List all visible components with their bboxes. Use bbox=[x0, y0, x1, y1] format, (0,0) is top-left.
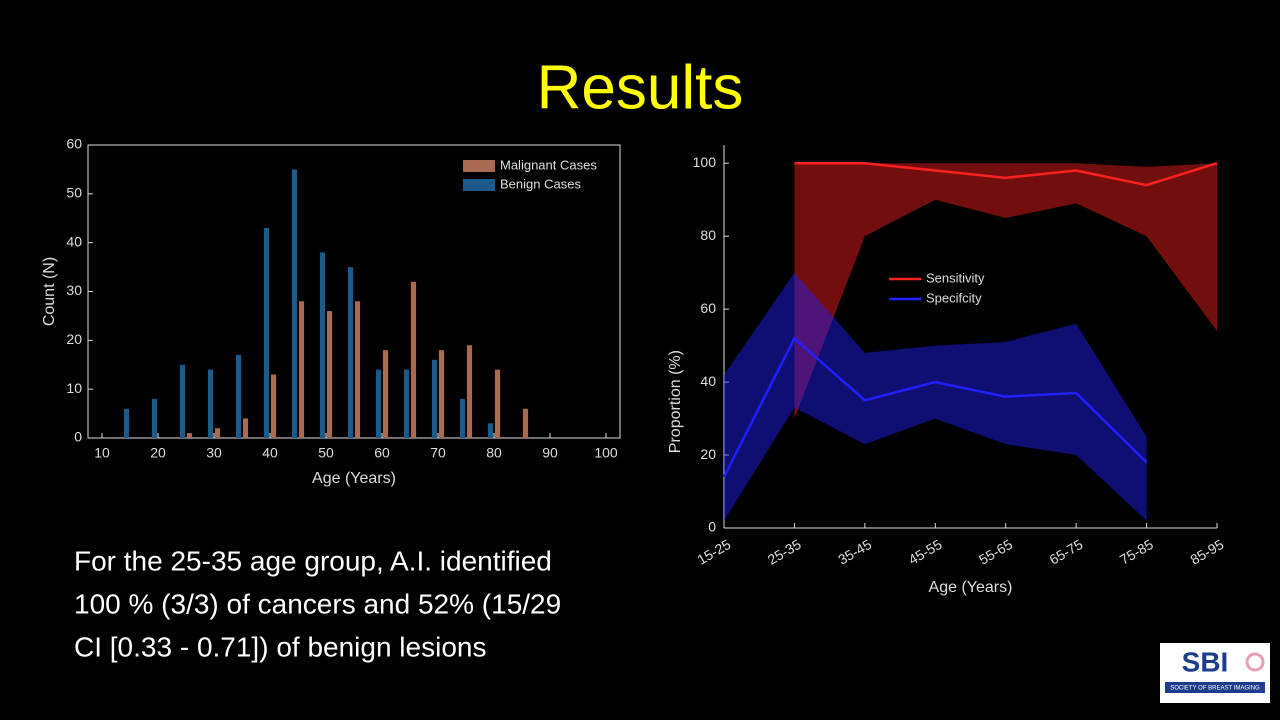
y-tick-label: 10 bbox=[66, 380, 82, 396]
legend-swatch bbox=[463, 160, 495, 172]
bar bbox=[431, 359, 438, 438]
y-tick-label: 30 bbox=[66, 282, 82, 298]
y-tick-label: 20 bbox=[700, 446, 716, 462]
bar bbox=[263, 228, 270, 438]
bar bbox=[298, 301, 305, 438]
y-tick-label: 0 bbox=[74, 429, 82, 445]
bar bbox=[466, 345, 473, 438]
line bbox=[722, 336, 1148, 478]
x-tick-label: 10 bbox=[94, 445, 110, 461]
x-axis-label: Age (Years) bbox=[929, 579, 1013, 596]
bar bbox=[291, 169, 298, 438]
bar bbox=[403, 369, 410, 438]
bar bbox=[270, 374, 277, 438]
x-tick-label: 70 bbox=[430, 445, 446, 461]
legend-label: Sensitivity bbox=[926, 270, 985, 285]
line bbox=[794, 161, 1218, 187]
y-tick-label: 100 bbox=[693, 154, 717, 170]
bar bbox=[375, 369, 382, 438]
x-tick-label: 20 bbox=[150, 445, 166, 461]
logo-band bbox=[1165, 682, 1265, 693]
y-axis-label: Count (N) bbox=[41, 257, 58, 326]
y-tick-label: 0 bbox=[708, 519, 716, 535]
bar bbox=[410, 281, 417, 438]
bar bbox=[494, 369, 501, 438]
legend-label: Specifcity bbox=[926, 290, 982, 305]
x-tick-label: 30 bbox=[206, 445, 222, 461]
y-axis-label: Proportion (%) bbox=[667, 350, 684, 453]
body-text: For the 25-35 age group, A.I. identified bbox=[74, 545, 552, 576]
x-tick-label: 60 bbox=[374, 445, 390, 461]
legend-label: Benign Cases bbox=[500, 176, 581, 191]
bar bbox=[459, 398, 466, 438]
y-tick-label: 50 bbox=[66, 185, 82, 201]
x-tick-label: 90 bbox=[542, 445, 558, 461]
bar bbox=[354, 301, 361, 438]
confidence-band bbox=[724, 272, 1147, 521]
body-text: CI [0.33 - 0.71]) of benign lesions bbox=[74, 631, 486, 662]
logo-name: SBI bbox=[1182, 646, 1229, 677]
x-tick-label: 50 bbox=[318, 445, 334, 461]
slide-title: Results bbox=[537, 53, 744, 122]
bar bbox=[214, 428, 221, 438]
legend-swatch bbox=[463, 179, 495, 191]
x-tick-label: 100 bbox=[594, 445, 618, 461]
bar bbox=[207, 369, 214, 438]
bar bbox=[438, 350, 445, 438]
legend-label: Malignant Cases bbox=[500, 157, 597, 172]
y-tick-label: 60 bbox=[700, 300, 716, 316]
x-tick-label: 40 bbox=[262, 445, 278, 461]
bar bbox=[235, 354, 242, 438]
y-tick-label: 60 bbox=[66, 136, 82, 152]
x-axis-label: Age (Years) bbox=[312, 470, 396, 487]
bar bbox=[123, 408, 130, 438]
bar bbox=[151, 398, 158, 438]
logo-subtitle: SOCIETY OF BREAST IMAGING bbox=[1170, 686, 1260, 692]
bar bbox=[179, 364, 186, 438]
bar bbox=[487, 423, 494, 438]
y-tick-label: 80 bbox=[700, 227, 716, 243]
y-tick-label: 40 bbox=[700, 373, 716, 389]
x-tick-label: 80 bbox=[486, 445, 502, 461]
y-tick-label: 20 bbox=[66, 331, 82, 347]
bar bbox=[347, 267, 354, 438]
logo-ribbon bbox=[1245, 652, 1265, 672]
bar bbox=[326, 311, 333, 438]
bar bbox=[242, 418, 249, 438]
bar bbox=[382, 350, 389, 438]
bar bbox=[186, 433, 193, 438]
body-text: 100 % (3/3) of cancers and 52% (15/29 bbox=[74, 588, 561, 619]
bar bbox=[319, 252, 326, 438]
y-tick-label: 40 bbox=[66, 233, 82, 249]
confidence-band bbox=[794, 163, 1217, 419]
bar bbox=[522, 408, 529, 438]
